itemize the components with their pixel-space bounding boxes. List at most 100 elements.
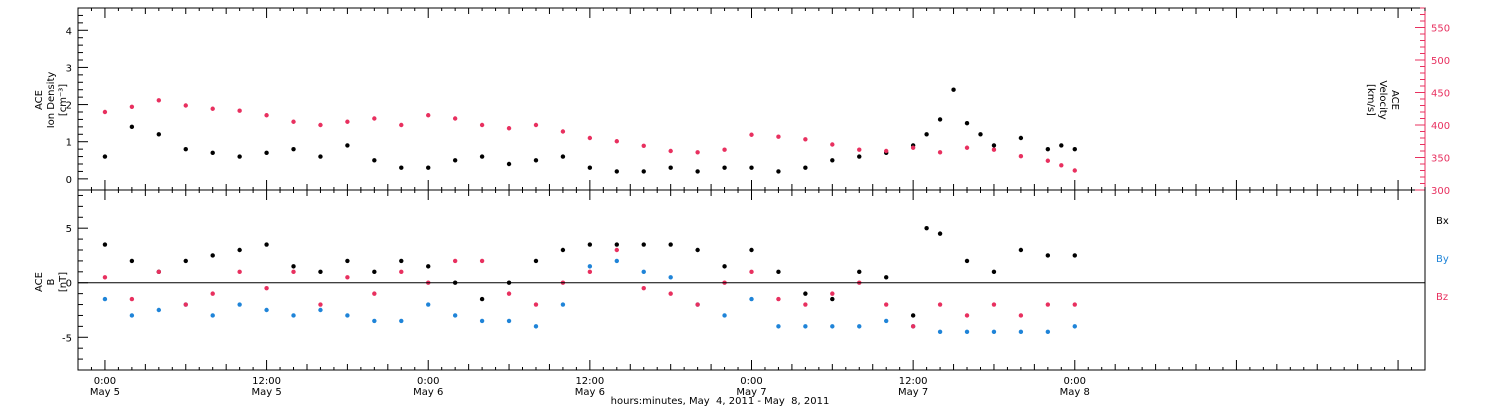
data-point-bz xyxy=(264,285,269,291)
x-tick-time-label: 0:00 xyxy=(417,376,439,387)
data-point-by xyxy=(156,307,162,313)
x-axis-title: hours:minutes, May 4, 2011 - May 8, 2011 xyxy=(611,396,830,407)
data-point-velocity xyxy=(479,122,485,128)
data-point-by xyxy=(641,269,646,275)
data-point-by xyxy=(129,313,135,318)
top-right-label-unit: [km/s] xyxy=(1365,84,1376,116)
data-point-by xyxy=(776,324,781,329)
data-point-by xyxy=(210,313,215,318)
data-point-ion-density xyxy=(560,154,566,159)
data-point-ion-density xyxy=(1018,135,1024,141)
data-point-by xyxy=(372,318,377,324)
data-point-by xyxy=(237,302,242,307)
data-point-bx xyxy=(318,269,323,275)
data-point-ion-density xyxy=(978,132,983,137)
data-point-bx xyxy=(479,296,485,302)
data-point-ion-density xyxy=(776,169,781,174)
data-point-ion-density xyxy=(1059,143,1064,148)
data-point-ion-density xyxy=(318,154,323,159)
data-point-bz xyxy=(830,291,835,296)
data-point-ion-density xyxy=(237,154,242,159)
data-point-by xyxy=(533,324,539,329)
data-point-by xyxy=(102,296,108,302)
data-point-bx xyxy=(884,275,889,280)
data-point-bz xyxy=(399,269,404,275)
data-point-velocity xyxy=(991,147,997,152)
data-point-velocity xyxy=(452,116,458,121)
data-point-velocity xyxy=(884,148,889,154)
data-point-velocity xyxy=(830,142,835,147)
data-point-ion-density xyxy=(372,158,377,163)
data-point-velocity xyxy=(803,137,808,142)
x-tick-date-label: May 6 xyxy=(413,387,443,398)
data-point-bz xyxy=(506,291,512,296)
data-point-by xyxy=(668,275,673,280)
data-point-bz xyxy=(102,275,108,280)
data-point-by xyxy=(722,313,727,318)
data-point-by xyxy=(345,313,350,318)
data-point-ion-density xyxy=(183,146,188,152)
top-panel-frame xyxy=(77,7,1426,191)
data-point-ion-density xyxy=(857,154,862,159)
data-point-velocity xyxy=(937,150,943,155)
data-point-by xyxy=(857,324,862,329)
legend-by: By xyxy=(1436,254,1449,265)
x-tick-date-label: May 5 xyxy=(90,387,120,398)
data-point-bx xyxy=(1072,253,1077,258)
data-point-velocity xyxy=(506,126,512,131)
data-point-bz xyxy=(749,269,754,275)
data-point-bx xyxy=(695,247,700,253)
velocity-tick-label: 450 xyxy=(1431,89,1450,100)
data-point-velocity xyxy=(560,129,566,134)
x-tick-time-label: 12:00 xyxy=(899,376,928,387)
data-point-by xyxy=(830,324,835,329)
data-point-bx xyxy=(937,231,943,236)
density-tick-label: 3 xyxy=(66,63,72,74)
data-point-ion-density xyxy=(345,143,350,148)
data-point-ion-density xyxy=(479,154,485,159)
data-point-by xyxy=(991,329,997,335)
data-point-bx xyxy=(924,225,929,231)
data-point-ion-density xyxy=(291,146,296,152)
data-point-ion-density xyxy=(1072,146,1077,152)
data-point-velocity xyxy=(264,113,269,118)
data-point-by xyxy=(884,318,889,324)
data-point-bz xyxy=(1018,313,1024,318)
data-point-ion-density xyxy=(830,158,835,163)
data-point-velocity xyxy=(129,104,135,110)
data-point-velocity xyxy=(641,143,646,148)
data-point-by xyxy=(318,307,323,313)
top-right-label-line2: Velocity xyxy=(1377,80,1388,119)
data-point-velocity xyxy=(1059,163,1064,168)
data-point-bz xyxy=(372,291,377,296)
data-point-velocity xyxy=(614,139,619,144)
data-point-bx xyxy=(183,258,188,264)
data-point-ion-density xyxy=(506,161,512,167)
x-tick-date-label: May 6 xyxy=(575,387,605,398)
data-point-by xyxy=(426,302,431,307)
data-point-bx xyxy=(560,247,566,253)
data-point-velocity xyxy=(857,147,862,152)
data-point-bx xyxy=(857,269,862,275)
data-point-ion-density xyxy=(399,165,404,170)
b-tick-label: -5 xyxy=(62,333,72,344)
data-point-bx xyxy=(830,296,835,302)
data-point-velocity xyxy=(776,134,781,139)
data-point-ion-density xyxy=(668,165,673,170)
data-point-by xyxy=(560,302,566,307)
data-point-bz xyxy=(1045,302,1051,307)
data-point-bx xyxy=(533,258,539,264)
density-tick-label: 1 xyxy=(66,138,72,149)
data-point-bz xyxy=(695,302,700,307)
data-point-ion-density xyxy=(991,143,997,148)
data-point-ion-density xyxy=(102,154,108,159)
data-point-ion-density xyxy=(937,117,943,122)
data-point-velocity xyxy=(210,106,215,111)
data-point-velocity xyxy=(533,122,539,128)
data-point-bx xyxy=(749,247,754,253)
data-point-bx xyxy=(964,258,970,264)
data-point-bz xyxy=(776,296,781,302)
data-point-ion-density xyxy=(964,120,970,126)
data-point-velocity xyxy=(749,132,754,137)
